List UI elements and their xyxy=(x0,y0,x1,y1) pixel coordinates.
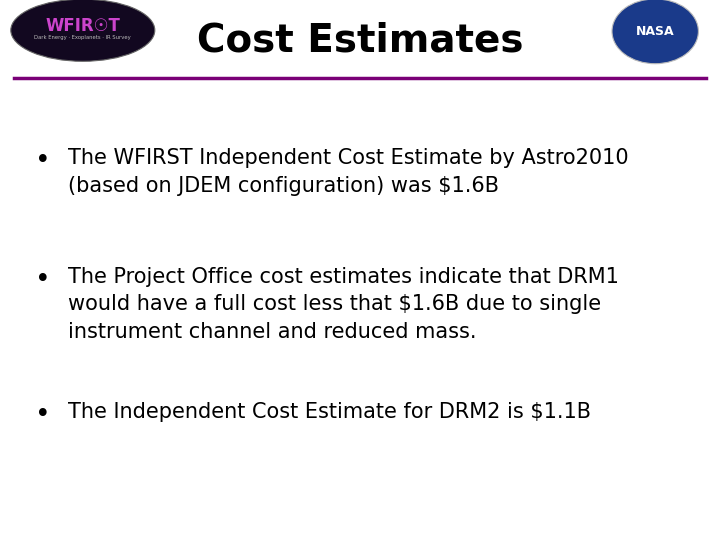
Text: NASA: NASA xyxy=(636,25,675,38)
Text: •: • xyxy=(35,148,51,174)
Text: Cost Estimates: Cost Estimates xyxy=(197,22,523,59)
Text: The Project Office cost estimates indicate that DRM1
would have a full cost less: The Project Office cost estimates indica… xyxy=(68,267,619,342)
Text: The Independent Cost Estimate for DRM2 is $1.1B: The Independent Cost Estimate for DRM2 i… xyxy=(68,402,591,422)
Text: The WFIRST Independent Cost Estimate by Astro2010
(based on JDEM configuration) : The WFIRST Independent Cost Estimate by … xyxy=(68,148,629,195)
Text: WFIR☉T: WFIR☉T xyxy=(45,17,120,35)
Ellipse shape xyxy=(11,0,155,62)
Circle shape xyxy=(612,0,698,64)
Text: •: • xyxy=(35,402,51,428)
Text: •: • xyxy=(35,267,51,293)
Text: Dark Energy · Exoplanets · IR Survey: Dark Energy · Exoplanets · IR Survey xyxy=(35,35,131,40)
